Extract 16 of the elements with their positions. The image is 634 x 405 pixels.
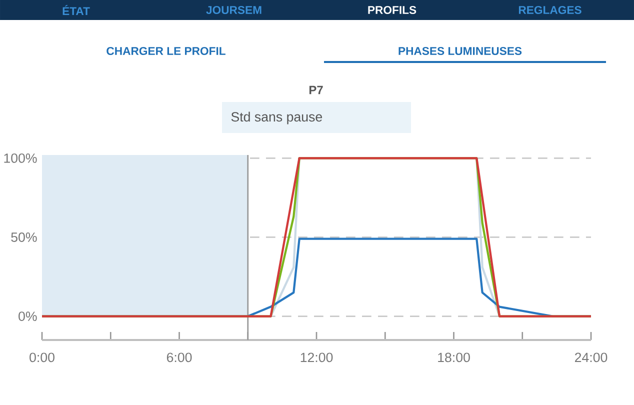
text: CHARGER LE PROFIL bbox=[106, 47, 226, 56]
x-tick-label: 24:00 bbox=[574, 352, 608, 362]
x-tick-label: 12:00 bbox=[300, 352, 333, 362]
y-tick-label: 50% bbox=[11, 232, 37, 242]
text: ÉTAT bbox=[62, 4, 90, 16]
text: REGLAGES bbox=[518, 6, 582, 14]
x-tick-label: 18:00 bbox=[438, 352, 470, 362]
chart-subtitle: Std sans pause bbox=[231, 112, 322, 124]
text: JOURSEM bbox=[206, 6, 262, 14]
y-tick-label: 100% bbox=[4, 153, 37, 163]
x-tick-label: 0:00 bbox=[30, 352, 54, 362]
text: PROFILS bbox=[368, 6, 416, 14]
x-tick-label: 6:00 bbox=[166, 352, 192, 362]
y-tick-label: 0% bbox=[18, 312, 37, 321]
chart-title: P7 bbox=[309, 86, 323, 94]
text: PHASES LUMINEUSES bbox=[398, 47, 522, 56]
